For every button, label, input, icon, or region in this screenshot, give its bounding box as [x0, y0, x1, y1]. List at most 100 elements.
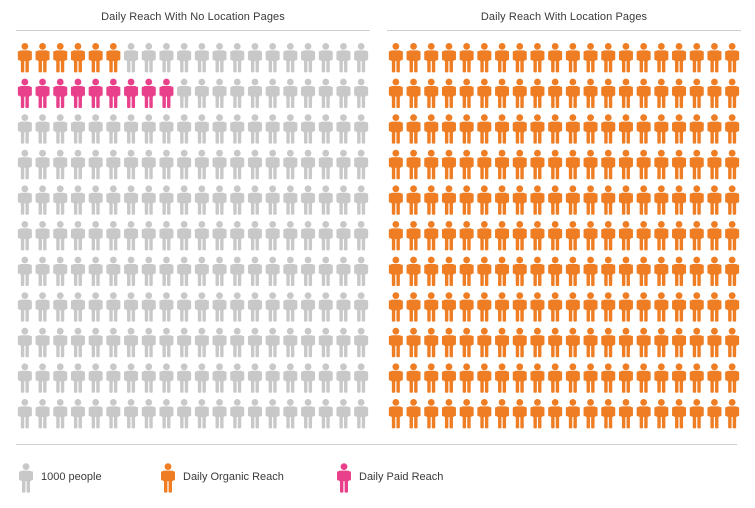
person-icon-organic	[601, 398, 616, 429]
person-icon-organic	[512, 256, 527, 286]
person-icon-gray	[159, 292, 174, 322]
person-icon-organic	[672, 220, 687, 251]
person-icon-organic	[689, 220, 704, 251]
panel-title-with-location: Daily Reach With Location Pages	[480, 11, 648, 23]
person-icon-gray	[88, 363, 103, 393]
person-icon-organic	[88, 42, 103, 73]
person-icon-gray	[35, 185, 50, 215]
person-icon-gray	[124, 114, 139, 144]
person-icon-organic	[618, 292, 633, 322]
person-icon-gray	[318, 363, 333, 393]
person-icon-organic	[441, 78, 456, 108]
person-icon-gray	[301, 363, 316, 393]
person-icon-gray	[141, 363, 156, 393]
person-icon-organic	[618, 398, 633, 429]
person-icon-organic	[459, 78, 474, 108]
person-icon-organic	[424, 78, 439, 108]
person-icon-gray	[212, 292, 227, 322]
person-icon-gray	[247, 42, 262, 73]
person-icon-gray	[354, 398, 369, 429]
person-icon-organic	[406, 42, 421, 73]
person-icon-organic	[565, 114, 580, 144]
person-icon-organic	[654, 256, 669, 286]
person-icon-gray	[159, 114, 174, 144]
person-grid-no-location	[16, 40, 370, 432]
person-icon-organic	[618, 185, 633, 215]
person-icon-organic	[672, 292, 687, 322]
person-icon-gray	[247, 114, 262, 144]
person-icon-organic	[565, 256, 580, 286]
person-icon-gray	[354, 42, 369, 73]
person-icon-organic	[636, 185, 651, 215]
person-icon-gray	[53, 256, 68, 286]
person-icon-gray	[35, 292, 50, 322]
person-icon-gray	[354, 185, 369, 215]
person-icon-organic	[530, 327, 545, 358]
person-icon-gray	[230, 185, 245, 215]
person-icon-gray	[124, 220, 139, 251]
person-icon-organic	[548, 327, 563, 358]
person-icon-gray	[70, 256, 85, 286]
person-icon-gray	[194, 185, 209, 215]
person-icon-organic	[565, 185, 580, 215]
person-icon-organic	[725, 114, 740, 144]
person-icon-gray	[283, 185, 298, 215]
person-icon-gray	[159, 220, 174, 251]
person-icon-gray	[230, 363, 245, 393]
person-icon-organic	[477, 220, 492, 251]
legend: 1000 people Daily Organic Reach Daily Pa…	[16, 460, 737, 496]
person-icon-organic	[654, 220, 669, 251]
person-icon-gray	[141, 220, 156, 251]
person-icon-gray	[318, 78, 333, 108]
person-icon-gray	[177, 256, 192, 286]
person-icon-organic	[495, 398, 510, 429]
person-icon-organic	[388, 220, 403, 251]
person-icon-organic	[707, 185, 722, 215]
title-divider	[16, 30, 370, 31]
person-icon-organic	[672, 42, 687, 73]
person-icon-organic	[388, 185, 403, 215]
person-icon-gray	[194, 78, 209, 108]
person-icon-gray	[70, 363, 85, 393]
person-icon-organic	[441, 114, 456, 144]
person-icon-organic	[565, 363, 580, 393]
person-grid-with-location	[387, 40, 741, 432]
person-icon-paid	[88, 78, 103, 108]
person-icon-organic	[636, 42, 651, 73]
person-icon-organic	[424, 292, 439, 322]
person-icon-organic	[406, 363, 421, 393]
person-icon-organic	[707, 363, 722, 393]
person-icon-organic	[565, 78, 580, 108]
person-icon-organic	[512, 363, 527, 393]
person-icon-organic	[548, 256, 563, 286]
person-icon-organic	[601, 256, 616, 286]
person-icon-organic	[495, 363, 510, 393]
person-icon-gray	[354, 327, 369, 358]
person-icon-organic	[495, 292, 510, 322]
person-icon-organic	[636, 292, 651, 322]
person-icon-organic	[601, 363, 616, 393]
person-icon-organic	[548, 292, 563, 322]
person-icon-gray	[106, 292, 121, 322]
person-icon-organic	[424, 220, 439, 251]
person-icon-gray	[354, 292, 369, 322]
person-icon-organic	[725, 185, 740, 215]
person-icon-gray	[336, 256, 351, 286]
person-icon-organic	[495, 220, 510, 251]
person-icon-organic	[565, 220, 580, 251]
person-icon-gray	[283, 42, 298, 73]
person-icon-organic	[583, 256, 598, 286]
person-icon-organic	[725, 398, 740, 429]
person-icon-gray	[247, 185, 262, 215]
person-icon-gray	[354, 220, 369, 251]
person-icon-organic	[495, 78, 510, 108]
person-icon-gray	[336, 42, 351, 73]
person-icon-gray	[194, 327, 209, 358]
person-icon-organic	[689, 327, 704, 358]
person-icon-organic	[548, 42, 563, 73]
person-icon-organic	[672, 398, 687, 429]
person-icon-organic	[672, 256, 687, 286]
person-icon-gray	[177, 114, 192, 144]
person-icon-organic	[477, 256, 492, 286]
person-icon-gray	[88, 185, 103, 215]
